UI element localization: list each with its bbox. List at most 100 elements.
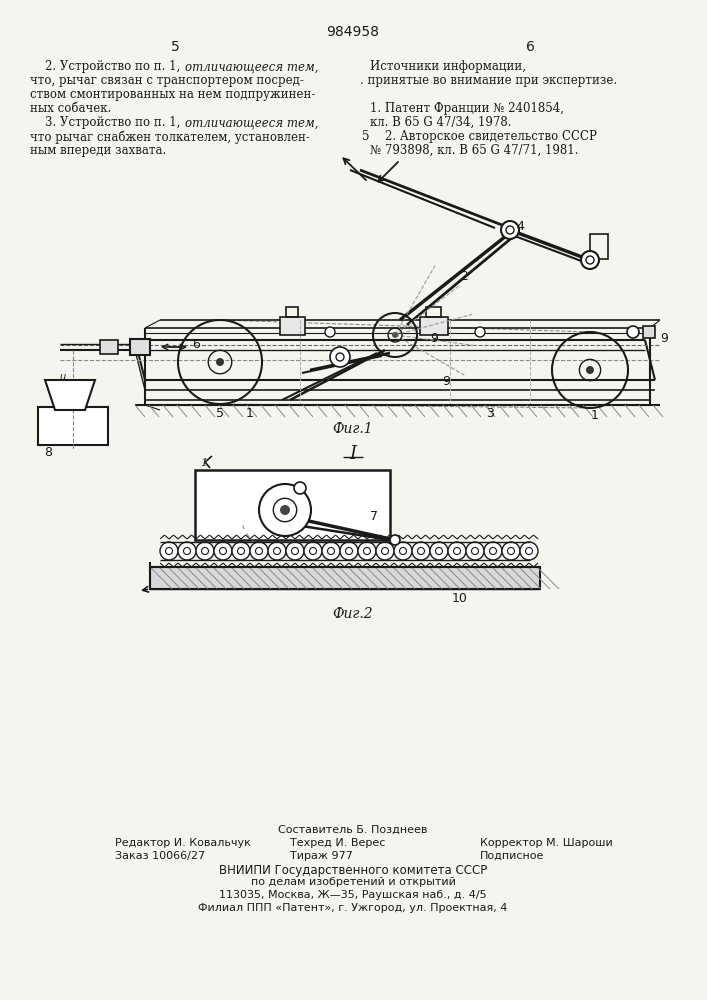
Circle shape xyxy=(214,542,232,560)
Circle shape xyxy=(216,358,224,366)
Text: I: I xyxy=(349,445,356,463)
Text: u: u xyxy=(59,372,65,382)
Circle shape xyxy=(178,542,196,560)
Circle shape xyxy=(325,327,335,337)
Circle shape xyxy=(201,548,209,554)
Circle shape xyxy=(250,542,268,560)
Text: 2: 2 xyxy=(460,270,468,283)
Text: 9: 9 xyxy=(442,375,450,388)
Circle shape xyxy=(358,542,376,560)
Bar xyxy=(280,317,305,335)
Text: 10: 10 xyxy=(452,592,468,605)
Circle shape xyxy=(322,542,340,560)
Text: 2. Авторское свидетельство СССР: 2. Авторское свидетельство СССР xyxy=(370,130,597,143)
Circle shape xyxy=(453,548,460,554)
Text: ным впереди захвата.: ным впереди захвата. xyxy=(30,144,166,157)
Circle shape xyxy=(376,542,394,560)
Circle shape xyxy=(330,347,350,367)
Circle shape xyxy=(501,221,519,239)
Text: 113035, Москва, Ж—35, Раушская наб., д. 4/5: 113035, Москва, Ж—35, Раушская наб., д. … xyxy=(219,890,487,900)
Text: 6: 6 xyxy=(525,40,534,54)
Circle shape xyxy=(274,548,281,554)
Circle shape xyxy=(280,505,290,515)
Text: ных собачек.: ных собачек. xyxy=(30,102,111,115)
Bar xyxy=(100,340,118,354)
Circle shape xyxy=(489,548,496,554)
Text: 7: 7 xyxy=(370,510,378,523)
Circle shape xyxy=(520,542,538,560)
Text: 9: 9 xyxy=(660,332,668,345)
Circle shape xyxy=(255,548,262,554)
Text: Источники информации,: Источники информации, xyxy=(370,60,526,73)
Text: кл. B 65 G 47/34, 1978.: кл. B 65 G 47/34, 1978. xyxy=(370,116,511,129)
Text: Корректор М. Шароши: Корректор М. Шароши xyxy=(480,838,613,848)
Circle shape xyxy=(472,548,479,554)
Circle shape xyxy=(294,482,306,494)
Text: 1. Патент Франции № 2401854,: 1. Патент Франции № 2401854, xyxy=(370,102,564,115)
Text: что рычаг снабжен толкателем, установлен-: что рычаг снабжен толкателем, установлен… xyxy=(30,130,310,143)
Circle shape xyxy=(466,542,484,560)
Circle shape xyxy=(525,548,532,554)
Circle shape xyxy=(268,542,286,560)
Bar xyxy=(590,234,608,259)
Text: Тираж 977: Тираж 977 xyxy=(290,851,353,861)
Bar xyxy=(38,407,108,445)
Text: Филиал ППП «Патент», г. Ужгород, ул. Проектная, 4: Филиал ППП «Патент», г. Ужгород, ул. Про… xyxy=(198,903,508,913)
Circle shape xyxy=(502,542,520,560)
Text: 2. Устройство по п. 1,: 2. Устройство по п. 1, xyxy=(30,60,184,73)
Text: что, рычаг связан с транспортером посред-: что, рычаг связан с транспортером посред… xyxy=(30,74,304,87)
Circle shape xyxy=(436,548,443,554)
Circle shape xyxy=(484,542,502,560)
Text: . принятые во внимание при экспертизе.: . принятые во внимание при экспертизе. xyxy=(360,74,617,87)
Circle shape xyxy=(399,548,407,554)
Text: 9: 9 xyxy=(430,332,438,345)
Circle shape xyxy=(392,332,398,338)
Circle shape xyxy=(304,542,322,560)
Circle shape xyxy=(448,542,466,560)
Bar xyxy=(643,326,655,338)
Bar xyxy=(195,470,390,540)
Circle shape xyxy=(418,548,424,554)
Text: 5: 5 xyxy=(362,130,370,143)
Text: 1: 1 xyxy=(591,409,599,422)
Circle shape xyxy=(394,542,412,560)
Circle shape xyxy=(363,548,370,554)
Text: № 793898, кл. B 65 G 47/71, 1981.: № 793898, кл. B 65 G 47/71, 1981. xyxy=(370,144,578,157)
Text: Фиг.2: Фиг.2 xyxy=(333,607,373,621)
Circle shape xyxy=(259,484,311,536)
Circle shape xyxy=(390,535,400,545)
Circle shape xyxy=(238,548,245,554)
Text: отличающееся тем,: отличающееся тем, xyxy=(185,60,318,73)
Text: ством смонтированных на нем подпружинен-: ством смонтированных на нем подпружинен- xyxy=(30,88,315,101)
Text: Составитель Б. Позднеев: Составитель Б. Позднеев xyxy=(279,825,428,835)
Circle shape xyxy=(508,548,515,554)
Bar xyxy=(286,307,298,317)
Polygon shape xyxy=(45,380,95,410)
Text: по делам изобретений и открытий: по делам изобретений и открытий xyxy=(250,877,455,887)
Circle shape xyxy=(627,326,639,338)
Text: 5: 5 xyxy=(170,40,180,54)
Text: Заказ 10066/27: Заказ 10066/27 xyxy=(115,851,205,861)
Text: отличающееся тем,: отличающееся тем, xyxy=(185,116,318,129)
Text: 1: 1 xyxy=(246,407,254,420)
Circle shape xyxy=(165,548,173,554)
Text: 4: 4 xyxy=(516,220,524,233)
Text: 3. Устройство по п. 1,: 3. Устройство по п. 1, xyxy=(30,116,184,129)
Circle shape xyxy=(475,327,485,337)
Bar xyxy=(426,307,441,317)
Text: 3: 3 xyxy=(486,407,494,420)
Text: Техред И. Верес: Техред И. Верес xyxy=(290,838,385,848)
Text: Фиг.1: Фиг.1 xyxy=(333,422,373,436)
Circle shape xyxy=(160,542,178,560)
Text: 8: 8 xyxy=(44,446,52,459)
Circle shape xyxy=(581,251,599,269)
Circle shape xyxy=(291,548,298,554)
Text: Редактор И. Ковальчук: Редактор И. Ковальчук xyxy=(115,838,251,848)
Circle shape xyxy=(586,366,594,374)
Circle shape xyxy=(327,548,334,554)
Bar xyxy=(150,567,540,589)
Circle shape xyxy=(430,542,448,560)
Bar xyxy=(420,317,448,335)
Text: 984958: 984958 xyxy=(327,25,380,39)
Text: Подписное: Подписное xyxy=(480,851,544,861)
